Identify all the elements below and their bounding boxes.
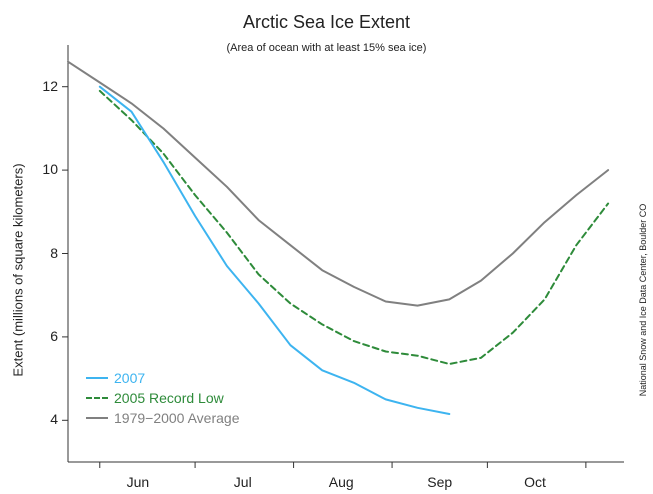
legend-swatch-average: [86, 417, 108, 419]
legend-swatch-2005: [86, 397, 108, 399]
y-tick-label: 8: [50, 244, 58, 261]
series-line-1: [98, 89, 610, 365]
legend-item-average: 1979−2000 Average: [86, 408, 239, 428]
chart-legend: 2007 2005 Record Low 1979−2000 Average: [86, 368, 239, 428]
legend-swatch-2007: [86, 377, 108, 379]
y-tick-label: 12: [42, 77, 58, 94]
x-tick-label: Sep: [427, 474, 453, 490]
y-tick-label: 6: [50, 327, 58, 344]
chart-title: Arctic Sea Ice Extent: [242, 12, 411, 32]
legend-label-2005: 2005 Record Low: [114, 390, 224, 406]
x-tick-label: Aug: [328, 474, 354, 490]
y-tick-label: 10: [42, 161, 58, 178]
x-tick-label: Jun: [126, 474, 150, 490]
legend-item-2007: 2007: [86, 368, 239, 388]
legend-item-2005: 2005 Record Low: [86, 388, 239, 408]
legend-label-average: 1979−2000 Average: [114, 410, 240, 426]
series-line-0: [98, 85, 451, 415]
x-tick-label: Jul: [233, 474, 252, 490]
series-line-2: [67, 60, 610, 307]
legend-label-2007: 2007: [114, 370, 146, 386]
y-tick-label: 4: [50, 411, 58, 428]
x-tick-label: Oct: [524, 474, 546, 490]
chart-subtitle: (Area of ocean with at least 15% sea ice…: [226, 42, 427, 54]
